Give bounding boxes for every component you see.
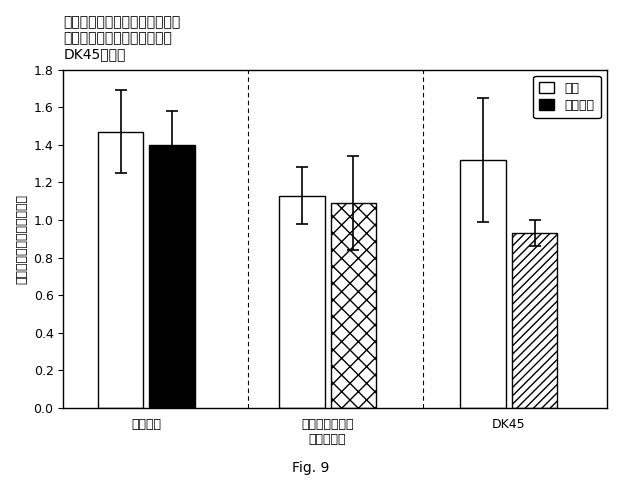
Bar bbox=[331, 203, 376, 408]
Y-axis label: 血中トリグリセリドレベル: 血中トリグリセリドレベル bbox=[15, 194, 28, 284]
Text: Fig. 9: Fig. 9 bbox=[292, 461, 330, 475]
Bar bbox=[98, 132, 143, 408]
Legend: 絶食, 絶食なし: 絶食, 絶食なし bbox=[533, 76, 601, 118]
Bar bbox=[512, 233, 557, 408]
Bar bbox=[460, 160, 506, 408]
Bar bbox=[149, 145, 195, 408]
Text: 高脂肪食餌によって誘導された
糖尿病モデルマウスに対する
DK45の作用: 高脂肪食餌によって誘導された 糖尿病モデルマウスに対する DK45の作用 bbox=[63, 15, 180, 61]
Bar bbox=[279, 195, 325, 408]
